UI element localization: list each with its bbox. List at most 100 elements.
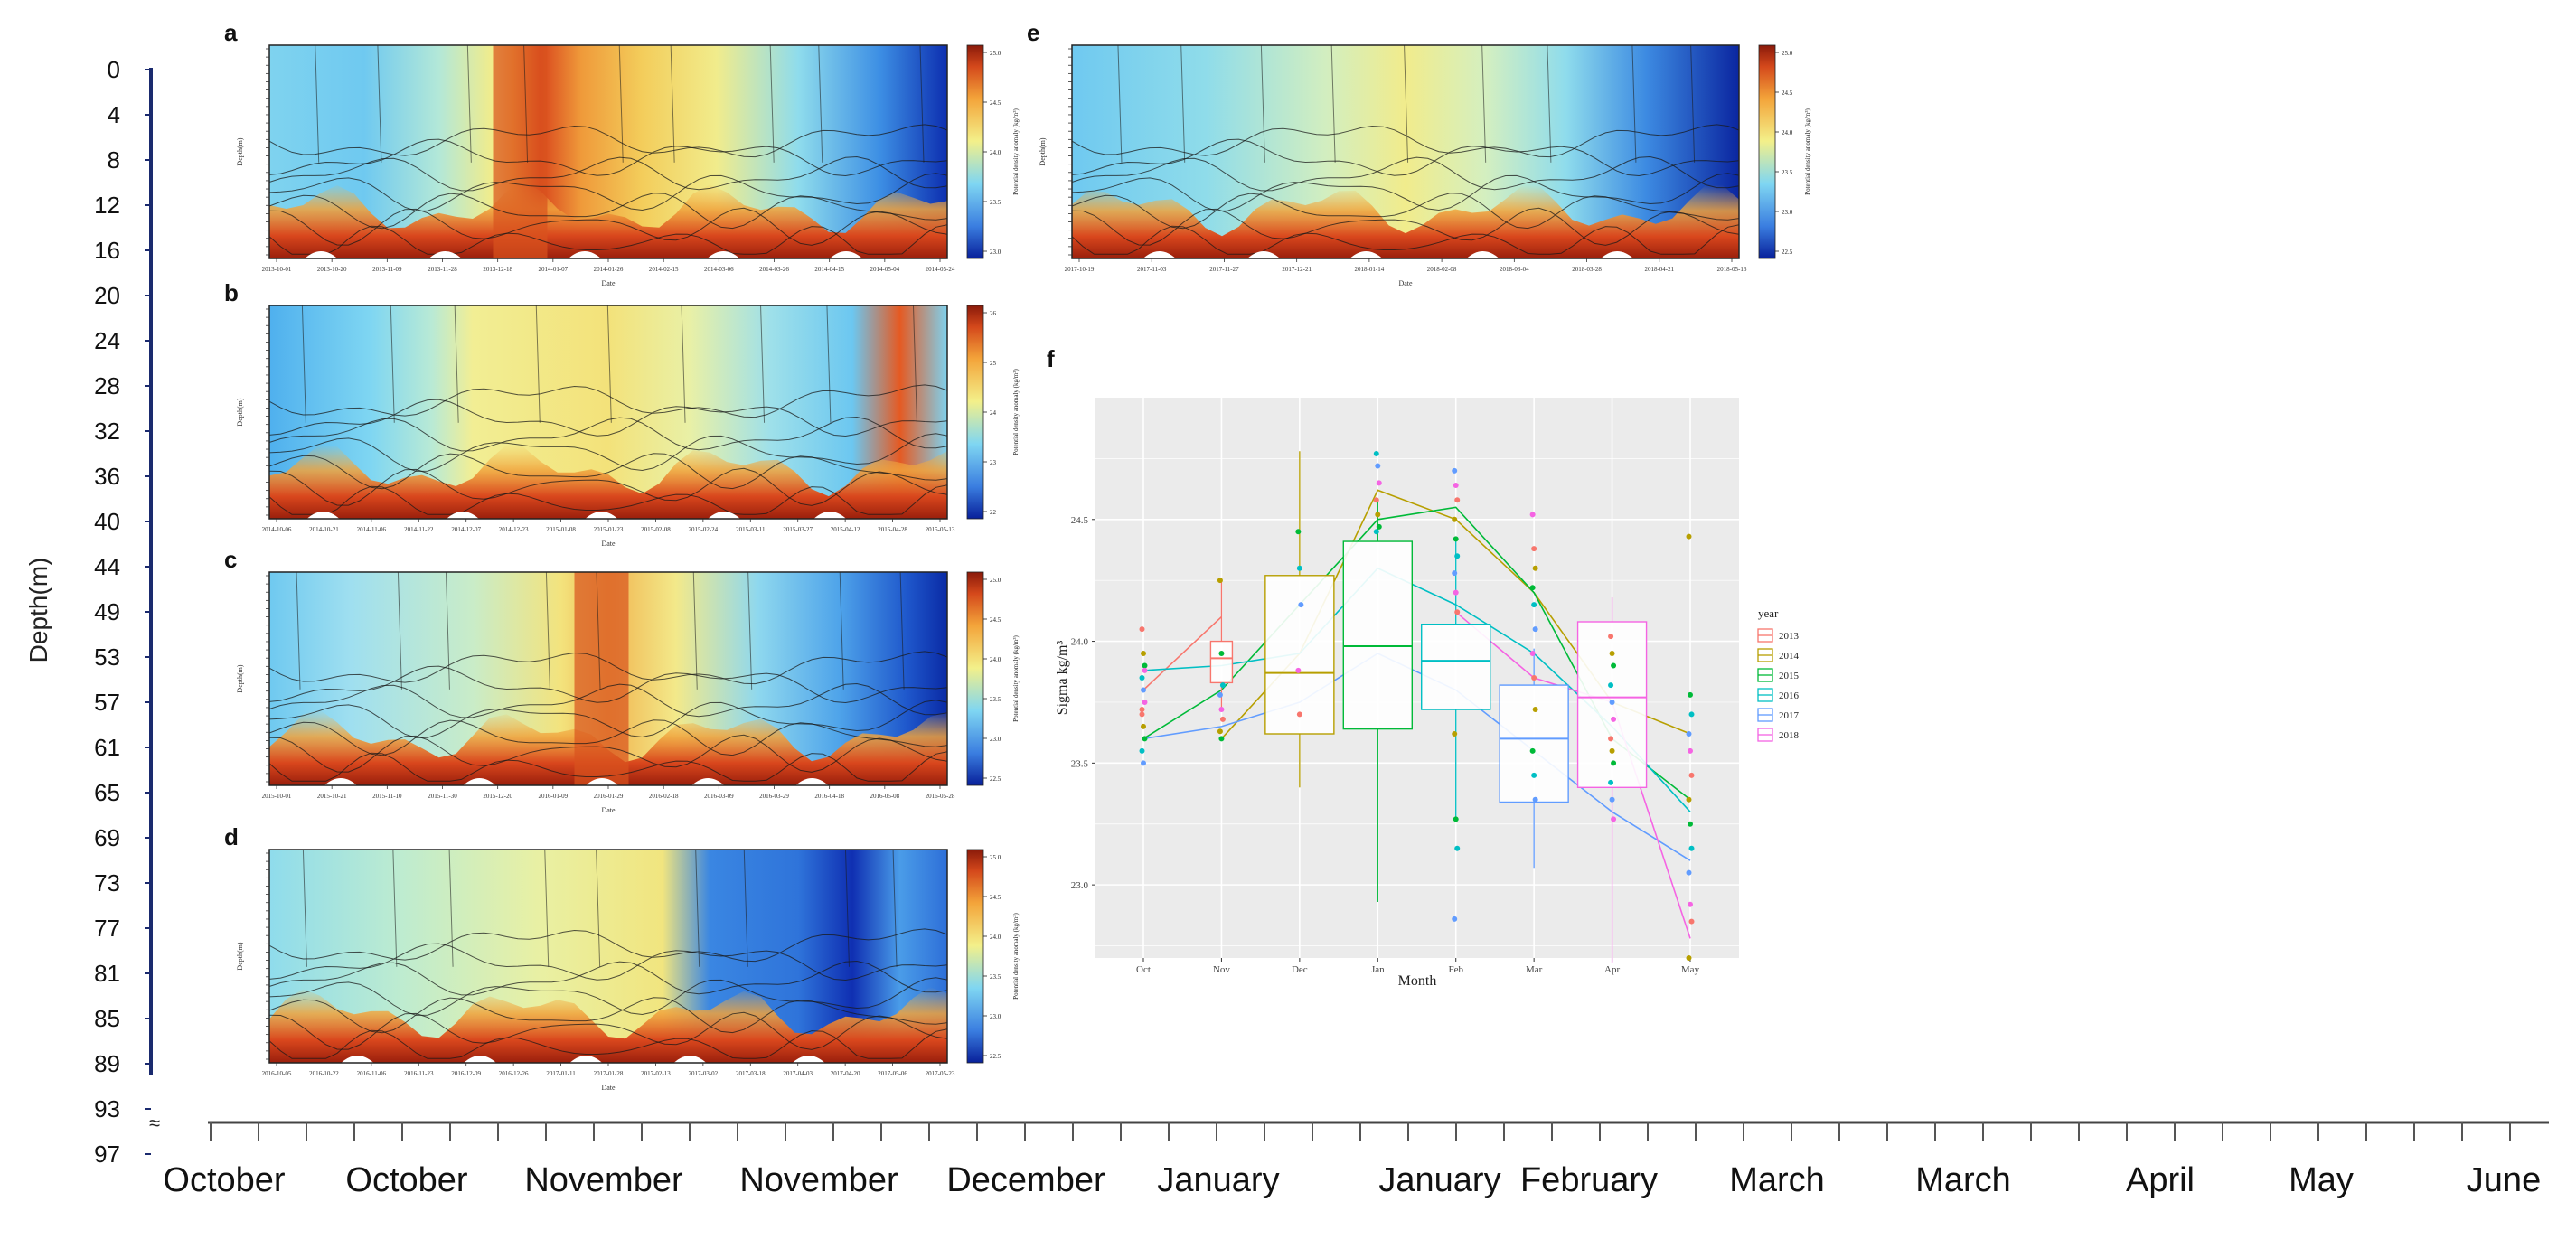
- depth-tick-label: 44: [94, 553, 120, 580]
- boxplot-points: [1139, 451, 1695, 961]
- heatmap-contour: [268, 700, 948, 738]
- depth-tick-label: 20: [94, 282, 120, 309]
- data-point: [1453, 483, 1459, 489]
- heatmap-contour: [268, 997, 948, 1034]
- heatmap-contour: [377, 44, 382, 163]
- boxplot-ylabel: Sigma kg/m³: [1055, 641, 1070, 716]
- heatmap-contour: [268, 453, 948, 490]
- heatmap-date-label: 2015-10-01: [262, 793, 292, 800]
- depth-tick-label: 97: [94, 1141, 120, 1168]
- heatmap-date-label: 2017-11-03: [1137, 266, 1167, 273]
- heatmap-seabed-gap: [795, 778, 829, 785]
- heatmap-contour: [1690, 44, 1696, 163]
- month-label: March: [1915, 1161, 2011, 1199]
- colorbar-label: Potential density anomaly (kg/m³): [1012, 635, 1020, 722]
- heatmap-contour: [1071, 124, 1740, 158]
- data-point: [1373, 529, 1379, 535]
- heatmap-mixing-band: [520, 45, 548, 258]
- heatmap-date-label: 2015-11-30: [428, 793, 457, 800]
- heatmap-ylabel: Depth(m): [236, 942, 244, 970]
- data-point: [1529, 651, 1536, 657]
- heatmap-seabed-gap: [707, 251, 740, 258]
- boxplot-y-ticks: 23.0 23.5 24.0 24.5: [1071, 515, 1095, 891]
- month-minor-ticks: [210, 1122, 2511, 1141]
- colorbar-tick-label: 26: [990, 310, 997, 317]
- heatmap-contour: [1180, 44, 1186, 163]
- data-point: [1376, 523, 1382, 530]
- box-2013-Nov: [1209, 580, 1234, 710]
- heatmap-contour: [268, 484, 948, 515]
- data-point: [1688, 845, 1695, 851]
- heatmap-date-label: 2018-05-16: [1717, 266, 1747, 273]
- outer-ylabel: Depth(m): [24, 558, 52, 663]
- colorbar-tick-label: 22.5: [990, 1053, 1001, 1060]
- heatmap-date-label: 2016-02-18: [649, 793, 679, 800]
- heatmap-contour: [268, 467, 948, 506]
- boxplot-legend: year 2013 2014 2015 2016 2017 2018: [1757, 606, 1800, 742]
- data-point: [1218, 651, 1225, 657]
- colorbar-tick-label: 24.0: [990, 934, 1001, 941]
- data-point: [1141, 723, 1146, 729]
- heatmap-contour: [1631, 44, 1637, 163]
- data-point: [1608, 779, 1614, 785]
- depth-tick-label: 65: [94, 779, 120, 806]
- data-point: [1139, 626, 1145, 633]
- heatmap-contour: [826, 305, 832, 423]
- colorbar-tick-label: 24: [990, 409, 997, 417]
- colorbar-tick-label: 23.0: [990, 1013, 1001, 1020]
- heatmap-contour: [268, 719, 948, 756]
- heatmap-date-label: 2016-03-09: [704, 793, 734, 800]
- data-point: [1454, 845, 1461, 851]
- data-point: [1296, 565, 1302, 571]
- colorbar-tick-label: 22.5: [1782, 249, 1793, 256]
- heatmap-date-label: 2014-03-26: [759, 266, 789, 273]
- heatmap-seabed-gap: [428, 251, 462, 258]
- data-point: [1609, 796, 1615, 803]
- box-iqr: [1421, 623, 1491, 710]
- heatmap-contour: [268, 960, 948, 996]
- month-label: January: [1378, 1161, 1500, 1199]
- data-point: [1688, 821, 1693, 827]
- heatmap-contour: [1071, 207, 1740, 246]
- data-point: [1608, 634, 1614, 640]
- data-point: [1686, 533, 1692, 540]
- heatmap-date-label: 2014-03-06: [704, 266, 734, 273]
- heatmap-mixing-band: [493, 45, 521, 258]
- heatmap-date-label: 2015-03-27: [783, 526, 813, 533]
- heatmap-contour: [681, 305, 686, 423]
- heatmap-date-label: 2017-12-21: [1282, 266, 1312, 273]
- heatmap-contour: [544, 849, 550, 967]
- depth-tick-label: 85: [94, 1005, 120, 1032]
- heatmap-date-label: 2016-12-09: [451, 1070, 481, 1077]
- depth-tick-label: 49: [94, 598, 120, 625]
- heatmap-contour: [315, 44, 320, 163]
- heatmap-contour: [268, 224, 948, 255]
- depth-tick-label: 40: [94, 508, 120, 535]
- legend-item-2018: 2018: [1757, 728, 1800, 742]
- heatmap-contour: [606, 305, 612, 423]
- data-point: [1688, 901, 1693, 907]
- data-point: [1688, 772, 1695, 778]
- heatmap-frame: [1071, 44, 1740, 259]
- data-point: [1142, 699, 1148, 705]
- heatmap-date-label: 2015-01-08: [546, 526, 576, 533]
- year-line-2017: [1142, 653, 1691, 861]
- data-point: [1376, 480, 1382, 486]
- heatmap-seabed-gap: [1349, 251, 1383, 258]
- depth-tick-label: 81: [94, 960, 120, 987]
- heatmap-seabed-gap: [691, 778, 725, 785]
- heatmap-seabed-gap: [306, 512, 340, 519]
- legend-item-2014: 2014: [1757, 648, 1800, 662]
- panel-letter-d: d: [224, 823, 239, 850]
- heatmap-contour: [1071, 138, 1740, 177]
- data-point: [1609, 747, 1615, 754]
- heatmap-contour: [301, 305, 306, 423]
- data-point: [1532, 565, 1538, 571]
- heatmap-date-label: 2017-05-06: [878, 1070, 907, 1077]
- heatmap-date-label: 2014-12-07: [451, 526, 481, 533]
- heatmap-date-label: 2016-05-28: [926, 793, 955, 800]
- heatmap-contour: [454, 305, 459, 423]
- data-point: [1529, 512, 1536, 518]
- data-point: [1529, 585, 1536, 591]
- boxplot-x-ticks: Oct Nov Dec Jan Feb Mar Apr May: [1136, 958, 1700, 975]
